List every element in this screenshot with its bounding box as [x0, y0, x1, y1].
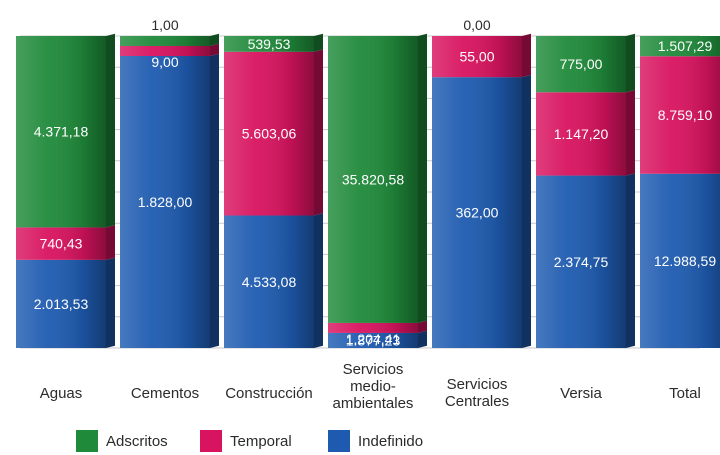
legend-swatch-adscritos — [76, 430, 98, 452]
category-label-line: Versia — [560, 385, 602, 402]
bar-side-indefinido — [314, 213, 323, 348]
bar-shading — [16, 36, 106, 348]
bar-shading — [536, 36, 626, 348]
legend-label-adscritos: Adscritos — [106, 432, 168, 450]
data-label: 1.828,00 — [138, 194, 193, 210]
bar-side-adscritos — [626, 33, 635, 93]
legend-swatch-indefinido — [328, 430, 350, 452]
legend-swatch-temporal — [200, 430, 222, 452]
bar-side-adscritos — [210, 33, 219, 46]
bar-side-indefinido — [210, 53, 219, 348]
category-label-line: Servicios — [447, 376, 508, 393]
category-label: Cementos — [131, 385, 199, 402]
category-label-line: Construcción — [225, 385, 313, 402]
data-label: 362,00 — [456, 205, 499, 221]
data-label: 1.877,23 — [346, 332, 401, 348]
data-label: 35.820,58 — [342, 171, 404, 187]
category-label-line: Centrales — [445, 393, 509, 410]
value-labels: 2.013,53 740,43 4.371,18 1.828,00 9,00 1,00 4.… — [34, 17, 717, 348]
data-label: 4.533,08 — [242, 274, 297, 290]
bar-shading — [640, 36, 720, 348]
bar-side-temporal — [522, 33, 531, 78]
legend-label-temporal: Temporal — [230, 432, 292, 450]
bar-side-temporal — [106, 225, 115, 260]
category-label-line: Cementos — [131, 385, 199, 402]
bar-shading — [432, 36, 522, 348]
category-label-line: ambientales — [333, 395, 414, 412]
category-label: Aguas — [40, 385, 83, 402]
data-label: 1.204,41 — [346, 331, 401, 347]
category-label: Servicios medio-ambientales — [333, 361, 414, 412]
bars — [16, 33, 720, 349]
bar-shading — [120, 36, 210, 348]
bar-side-indefinido — [106, 257, 115, 348]
bar-side-adscritos — [314, 33, 323, 52]
data-label: 740,43 — [40, 236, 83, 252]
data-label: 8.759,10 — [658, 107, 713, 123]
bar-shading — [328, 36, 418, 348]
category-label: Servicios Centrales — [445, 376, 509, 410]
data-label: 5.603,06 — [242, 126, 297, 142]
category-label: Versia — [560, 385, 602, 402]
legend-item-indefinido: Indefinido — [328, 430, 423, 452]
legend-item-temporal: Temporal — [200, 430, 292, 452]
category-label: Total — [669, 385, 701, 402]
data-label: 1.147,20 — [554, 126, 609, 142]
data-label: 1.507,29 — [658, 38, 713, 54]
legend-label-indefinido: Indefinido — [358, 432, 424, 450]
bar-side-indefinido — [626, 173, 635, 348]
bar-side-temporal — [210, 43, 219, 56]
bar-side-temporal — [626, 90, 635, 176]
data-label: 2.013,53 — [34, 296, 89, 312]
bar-shading — [224, 36, 314, 348]
bar-side-indefinido — [522, 74, 531, 349]
data-label: 539,53 — [248, 36, 291, 52]
category-label-line: Total — [669, 385, 701, 402]
data-label: 0,00 — [463, 17, 490, 33]
category-label-line: Aguas — [40, 385, 83, 402]
bar-side-temporal — [418, 320, 427, 333]
bar-side-adscritos — [418, 33, 427, 323]
data-label: 1,00 — [151, 17, 178, 33]
category-label-line: Servicios — [343, 361, 404, 378]
category-label: Construcción — [225, 385, 313, 402]
data-label: 4.371,18 — [34, 124, 89, 140]
legend: Adscritos Temporal Indefinido — [0, 430, 720, 454]
category-label-line: medio- — [350, 378, 396, 395]
data-label: 775,00 — [560, 56, 603, 72]
bar-side-adscritos — [106, 33, 115, 228]
data-label: 2.374,75 — [554, 254, 609, 270]
bar-side-temporal — [314, 49, 323, 216]
data-label: 12.988,59 — [654, 253, 716, 269]
legend-item-adscritos: Adscritos — [76, 430, 168, 452]
bar-side-indefinido — [418, 330, 427, 348]
data-label: 9,00 — [151, 54, 178, 70]
data-label: 55,00 — [459, 49, 494, 65]
